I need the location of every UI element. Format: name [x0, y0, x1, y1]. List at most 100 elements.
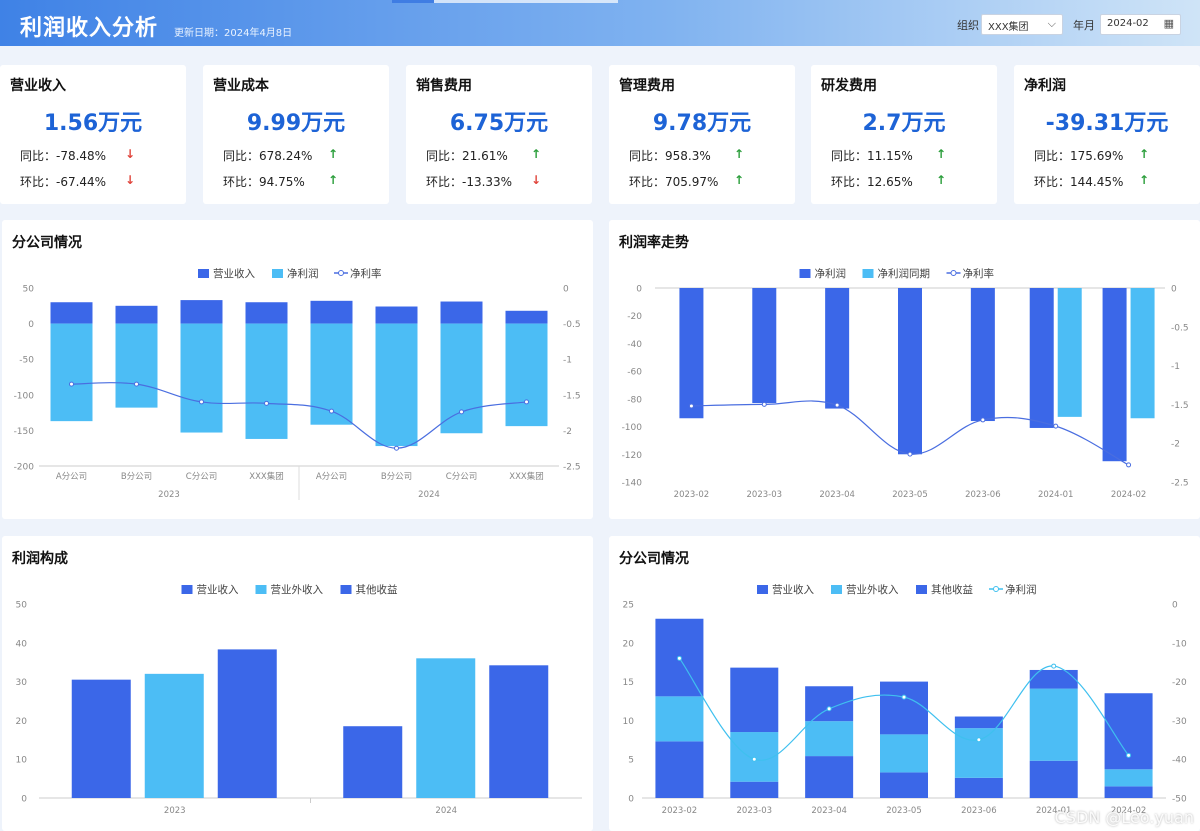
bar-revenue: [375, 306, 418, 324]
x-tick-label: 2024: [435, 806, 457, 816]
bar-stack-segment: [880, 772, 928, 798]
legend-label: 营业收入: [213, 267, 255, 280]
y-tick-label: -150: [14, 427, 35, 437]
bar-net-profit: [115, 323, 158, 408]
kpi-yoy: 同比：175.69%: [1034, 149, 1124, 163]
legend-label: 净利率: [963, 267, 995, 280]
y-tick-label: 10: [623, 717, 635, 727]
bar-stack-segment: [655, 741, 704, 798]
kpi-title: 研发费用: [821, 78, 877, 94]
y-tick-label: -40: [627, 340, 642, 350]
kpi-value: 2.7万元: [862, 111, 946, 136]
arrow-up-icon: ↑: [1139, 147, 1150, 161]
bar-profit-item: [489, 665, 549, 798]
kpi-title: 销售费用: [416, 78, 472, 94]
kpi-title: 营业成本: [213, 78, 269, 94]
org-select-value: XXX集团: [988, 22, 1029, 33]
x-tick-label: 2023-06: [965, 490, 1001, 500]
bar-stack-segment: [1104, 769, 1153, 787]
y2-tick-label: -2.5: [563, 463, 581, 473]
branch-panel: 分公司情况 营业收入 净利润 净利率 50 0 -50 -100 -150 -200 0 -0.5 -…: [2, 220, 593, 519]
bar-stack-segment: [954, 777, 1003, 798]
line-point: [199, 399, 204, 405]
y2-tick-label: 0: [1172, 601, 1178, 611]
x-tick-label: 2023-03: [747, 490, 783, 500]
bar-stack-segment: [805, 686, 854, 722]
arrow-down-icon: ↓: [125, 147, 136, 161]
kpi-yoy: 同比：-78.48%: [20, 149, 107, 163]
arrow-up-icon: ↑: [734, 173, 745, 187]
arrow-up-icon: ↑: [328, 147, 339, 161]
legend-label: 净利润: [1005, 583, 1037, 596]
legend-swatch: [255, 585, 267, 594]
month-label: 年月: [1073, 19, 1095, 32]
bar-net-profit: [245, 323, 288, 439]
y2-tick-label: -1: [1171, 362, 1180, 372]
watermark: CSDN @Leo.yuan: [1054, 808, 1194, 827]
kpi-card: 营业成本 9.99万元 同比：678.24% ↑ 环比：94.75% ↑: [203, 65, 389, 204]
kpi-mom: 环比：-13.33%: [426, 175, 513, 189]
y2-tick-label: -50: [1172, 795, 1187, 805]
bar-net-profit: [375, 323, 418, 447]
y2-tick-label: -1: [563, 356, 572, 366]
y-tick-label: 15: [623, 678, 634, 688]
bar-stack-segment: [880, 681, 928, 735]
y-tick-label: 20: [623, 639, 635, 649]
org-select[interactable]: XXX集团 ⌵: [981, 14, 1063, 35]
y-tick-label: 0: [636, 285, 642, 295]
y-tick-label: 50: [16, 601, 28, 611]
kpi-card: 管理费用 9.78万元 同比：958.3% ↑ 环比：705.97% ↑: [609, 65, 795, 204]
y-tick-label: -100: [622, 423, 643, 433]
bar-net-profit: [970, 288, 995, 422]
x-tick-label: 2024-02: [1111, 490, 1147, 500]
month-picker[interactable]: 2024-02 ▦: [1100, 14, 1181, 35]
y-tick-label: 20: [16, 717, 28, 727]
calendar-icon: ▦: [1163, 17, 1174, 30]
x-tick-label: 2023-05: [892, 490, 928, 500]
x-tick-label: 2023-04: [811, 806, 847, 816]
kpi-value: 1.56万元: [43, 111, 143, 136]
header-bar: 利润收入分析 更新日期：2024年4月8日 组织 XXX集团 ⌵ 年月 2024…: [0, 0, 1200, 46]
y-tick-label: -200: [14, 463, 35, 473]
arrow-up-icon: ↑: [328, 173, 339, 187]
x-tick-label: 2023-06: [961, 806, 997, 816]
legend-swatch: [916, 585, 927, 594]
bar-stack-segment: [805, 721, 854, 757]
legend-swatch: [272, 269, 283, 278]
kpi-yoy: 同比：11.15%: [831, 149, 913, 163]
legend-label: 净利率: [350, 267, 382, 280]
legend-swatch: [181, 585, 193, 594]
bar-net-profit: [825, 288, 850, 409]
bar-revenue: [115, 305, 158, 324]
x-tick-label: 2023: [164, 806, 186, 816]
y2-tick-label: 0: [1171, 285, 1177, 295]
x-tick-label: 2023-05: [886, 806, 922, 816]
arrow-up-icon: ↑: [936, 173, 947, 187]
y-tick-label: 0: [21, 795, 27, 805]
panel-title: 分公司情况: [619, 551, 689, 567]
y-tick-label: -120: [622, 451, 643, 461]
profit-structure-panel: 利润构成 营业收入 营业外收入 其他收益 50 40 30 20 10 0 2023 2024: [2, 536, 593, 831]
kpi-value: 9.78万元: [652, 111, 752, 136]
y2-tick-label: -0.5: [1171, 323, 1189, 333]
bar-profit-item: [217, 649, 277, 798]
bar-net-profit-prior: [1057, 288, 1082, 417]
kpi-yoy: 同比：678.24%: [223, 149, 313, 163]
bar-net-profit: [898, 288, 922, 455]
kpi-title: 净利润: [1024, 78, 1066, 94]
x-tick-label: A分公司: [316, 472, 347, 482]
kpi-value: 9.99万元: [246, 111, 346, 136]
line-point: [134, 381, 139, 387]
bar-net-profit: [1029, 288, 1054, 428]
line-point: [688, 403, 694, 409]
legend-label: 营业收入: [197, 583, 239, 596]
margin-trend-panel: 利润率走势 净利润 净利润同期 净利率 0 -20 -40 -60 -80 -100 -120 -1…: [609, 220, 1200, 519]
bar-net-profit: [180, 323, 223, 433]
line-net-margin: [71, 382, 527, 449]
y-tick-label: 50: [23, 285, 35, 295]
bar-stack-segment: [805, 756, 854, 798]
bar-profit-item: [343, 726, 403, 798]
y2-tick-label: 0: [563, 285, 569, 295]
x-tick-label: 2024-01: [1036, 806, 1072, 816]
margin-trend-chart: 净利润 净利润同期 净利率 0 -20 -40 -60 -80 -100 -120 -140 0 -0.…: [622, 267, 1189, 500]
